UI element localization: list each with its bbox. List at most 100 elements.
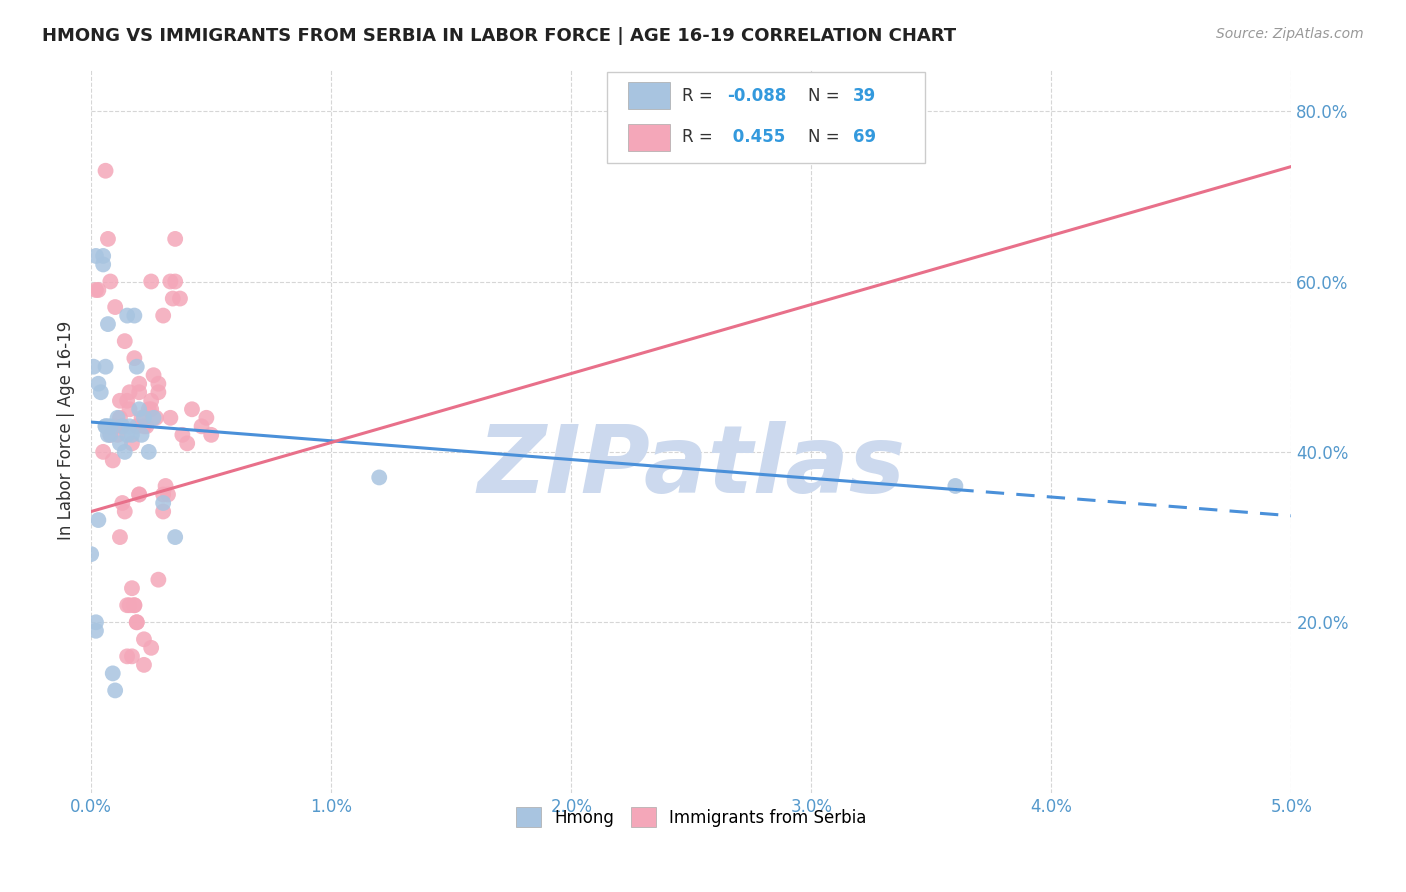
Point xyxy=(108,436,131,450)
Point xyxy=(145,410,167,425)
Text: ZIPatlas: ZIPatlas xyxy=(477,421,905,513)
Point xyxy=(128,402,150,417)
Point xyxy=(84,624,107,638)
Point xyxy=(114,334,136,348)
Point xyxy=(111,496,134,510)
Point xyxy=(94,419,117,434)
Point xyxy=(165,530,187,544)
Point xyxy=(108,530,131,544)
Point xyxy=(94,163,117,178)
Point xyxy=(118,385,141,400)
Point xyxy=(98,275,121,289)
Point xyxy=(152,309,174,323)
Point xyxy=(200,427,222,442)
Point xyxy=(124,599,146,613)
Point xyxy=(115,599,138,613)
Point xyxy=(148,573,170,587)
Point xyxy=(91,445,114,459)
Point xyxy=(118,419,141,434)
Point xyxy=(152,504,174,518)
Point xyxy=(114,504,136,518)
Point xyxy=(125,615,148,630)
Point xyxy=(141,393,163,408)
Point xyxy=(97,427,120,442)
Point xyxy=(84,283,107,297)
Point xyxy=(152,487,174,501)
Point xyxy=(111,419,134,434)
Y-axis label: In Labor Force | Age 16-19: In Labor Force | Age 16-19 xyxy=(58,321,75,541)
Point xyxy=(159,410,181,425)
Text: Source: ZipAtlas.com: Source: ZipAtlas.com xyxy=(1216,27,1364,41)
Point xyxy=(128,385,150,400)
Legend: Hmong, Immigrants from Serbia: Hmong, Immigrants from Serbia xyxy=(508,799,875,835)
Point xyxy=(98,427,121,442)
Point xyxy=(124,599,146,613)
Point xyxy=(104,419,127,434)
Point xyxy=(118,599,141,613)
Point xyxy=(148,385,170,400)
Point xyxy=(87,513,110,527)
Point xyxy=(128,376,150,391)
Point xyxy=(98,427,121,442)
Text: 69: 69 xyxy=(853,128,876,146)
Text: HMONG VS IMMIGRANTS FROM SERBIA IN LABOR FORCE | AGE 16-19 CORRELATION CHART: HMONG VS IMMIGRANTS FROM SERBIA IN LABOR… xyxy=(42,27,956,45)
Point xyxy=(107,410,129,425)
Point xyxy=(141,640,163,655)
Point xyxy=(125,419,148,434)
Point xyxy=(141,275,163,289)
Point xyxy=(108,393,131,408)
Point xyxy=(87,283,110,297)
Point xyxy=(104,683,127,698)
Point xyxy=(97,317,120,331)
Point xyxy=(121,649,143,664)
Point xyxy=(190,419,212,434)
Text: 0.455: 0.455 xyxy=(727,128,786,146)
Point xyxy=(97,419,120,434)
Point xyxy=(111,419,134,434)
Point xyxy=(943,479,966,493)
Point xyxy=(83,359,105,374)
Point xyxy=(181,402,204,417)
Bar xyxy=(627,124,669,151)
Point xyxy=(131,410,153,425)
Point xyxy=(169,292,191,306)
Point xyxy=(156,487,179,501)
Point xyxy=(138,402,160,417)
Point xyxy=(121,581,143,595)
Point xyxy=(114,445,136,459)
Point xyxy=(115,649,138,664)
Point xyxy=(132,419,155,434)
Point xyxy=(131,427,153,442)
Point xyxy=(195,410,218,425)
Point xyxy=(368,470,391,484)
Point xyxy=(98,419,121,434)
Point xyxy=(91,249,114,263)
Point xyxy=(121,436,143,450)
Point xyxy=(104,300,127,314)
Point xyxy=(108,410,131,425)
Text: 39: 39 xyxy=(853,87,876,104)
Text: R =: R = xyxy=(682,87,717,104)
Point xyxy=(132,632,155,647)
Text: N =: N = xyxy=(807,128,845,146)
Point xyxy=(176,436,198,450)
Point xyxy=(94,359,117,374)
Text: N =: N = xyxy=(807,87,845,104)
Point xyxy=(115,427,138,442)
Point xyxy=(142,410,165,425)
Point xyxy=(97,232,120,246)
Point xyxy=(124,309,146,323)
Point xyxy=(138,445,160,459)
Point xyxy=(101,666,124,681)
Point xyxy=(121,427,143,442)
Bar xyxy=(627,82,669,110)
Point xyxy=(162,292,184,306)
Point xyxy=(84,249,107,263)
Point xyxy=(84,615,107,630)
Point xyxy=(148,376,170,391)
Point xyxy=(128,487,150,501)
Point xyxy=(125,359,148,374)
Point xyxy=(90,385,112,400)
Point xyxy=(142,368,165,383)
Point xyxy=(94,419,117,434)
